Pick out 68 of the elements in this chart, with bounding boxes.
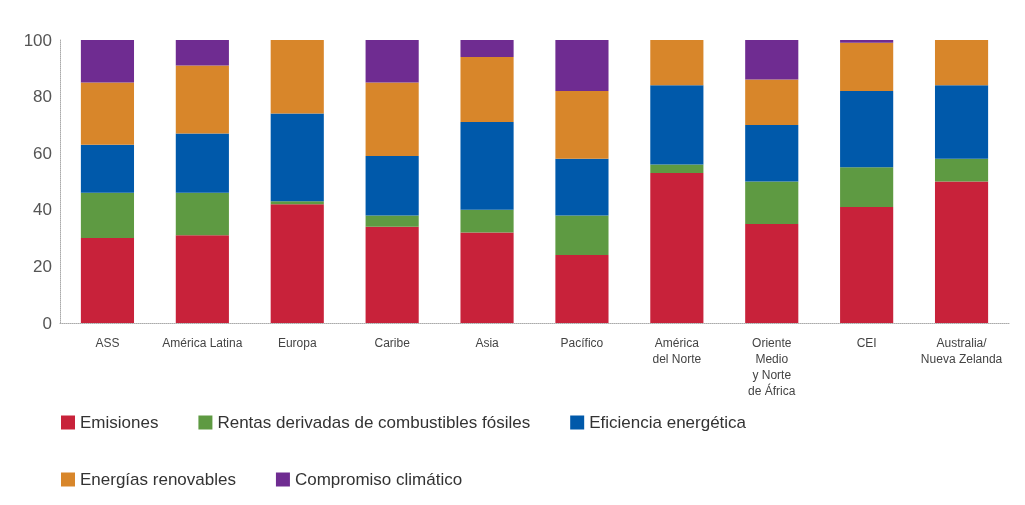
bar: [270, 113, 324, 202]
bar: [745, 40, 799, 80]
bar: [80, 40, 135, 83]
x-tick-label: Pacífico: [560, 336, 604, 350]
bar: [175, 192, 229, 236]
x-tick-label: Australia/ Nueva Zelanda: [920, 336, 1003, 366]
bar: [270, 204, 324, 323]
bar: [365, 40, 419, 83]
bar: [934, 181, 989, 323]
bar: [650, 173, 704, 323]
bar: [80, 238, 135, 323]
bar: [270, 201, 324, 205]
x-tick-label: América del Norte: [652, 336, 702, 366]
bar: [365, 226, 419, 323]
y-tick-label: 100: [23, 30, 52, 50]
bar: [840, 90, 894, 168]
y-tick-label: 60: [33, 143, 52, 163]
bar: [175, 40, 229, 66]
bar: [460, 209, 514, 233]
bar: [840, 206, 894, 323]
bar: [555, 40, 609, 91]
bar: [270, 40, 324, 114]
y-tick-label: 40: [33, 200, 52, 220]
x-tick-label: América Latina: [162, 336, 243, 350]
bar: [840, 42, 894, 91]
x-tick-label: ASS: [95, 336, 120, 350]
legend-label: Eficiencia energética: [589, 413, 747, 432]
x-tick-label: Asia: [475, 336, 500, 350]
bar: [745, 223, 799, 323]
bar: [745, 124, 799, 182]
bar: [80, 192, 135, 239]
y-tick-label: 80: [33, 87, 52, 107]
bar: [80, 82, 135, 145]
bar: [934, 85, 989, 159]
legend-label: Compromiso climático: [294, 470, 463, 489]
bar: [745, 79, 799, 125]
bar: [175, 65, 229, 134]
x-tick-label: CEI: [856, 336, 877, 350]
x-tick-label: Europa: [277, 336, 317, 350]
bar: [934, 158, 989, 182]
x-tick-label: Oriente Medio y Norte de África: [748, 336, 796, 398]
bar: [365, 82, 419, 157]
bar: [650, 164, 704, 174]
y-tick-label: 0: [42, 313, 52, 333]
bar: [365, 156, 419, 216]
bar: [365, 215, 419, 227]
bar: [840, 40, 894, 43]
bar: [555, 90, 609, 159]
bar: [460, 56, 514, 123]
bar: [745, 181, 799, 224]
bar: [555, 215, 609, 256]
bar: [175, 133, 229, 193]
legend-label: Rentas derivadas de combustibles fósiles: [217, 413, 531, 432]
bar: [460, 232, 514, 323]
bar: [840, 167, 894, 207]
legend-label: Energías renovables: [80, 470, 236, 489]
bar: [460, 40, 514, 57]
bar: [555, 158, 609, 216]
bar: [555, 255, 609, 323]
bar: [460, 122, 514, 210]
bar: [934, 40, 989, 86]
bar: [650, 85, 704, 165]
y-tick-label: 20: [33, 256, 52, 276]
bar: [650, 40, 704, 86]
bar: [175, 235, 229, 323]
legend-label: Emisiones: [80, 413, 159, 432]
bar: [80, 144, 135, 193]
x-tick-label: Caribe: [374, 336, 411, 350]
